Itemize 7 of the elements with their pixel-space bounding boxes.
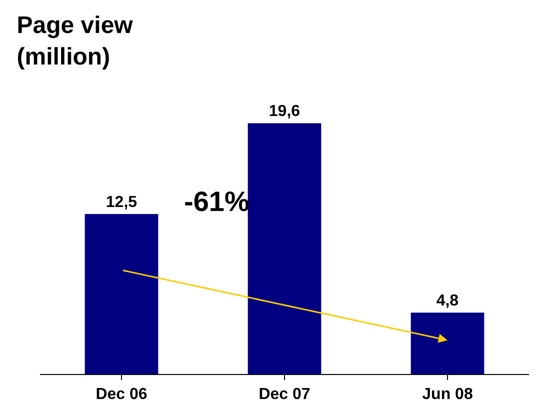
data-label: 4,8 — [436, 292, 459, 310]
x-tick-label: Dec 06 — [96, 386, 148, 404]
chart-title: Page view (million) — [16, 12, 134, 70]
x-tick-label: Jun 08 — [422, 386, 473, 404]
data-label: 19,6 — [268, 103, 300, 120]
x-tick-label: Dec 07 — [258, 386, 310, 404]
data-label: 12,5 — [106, 194, 138, 212]
